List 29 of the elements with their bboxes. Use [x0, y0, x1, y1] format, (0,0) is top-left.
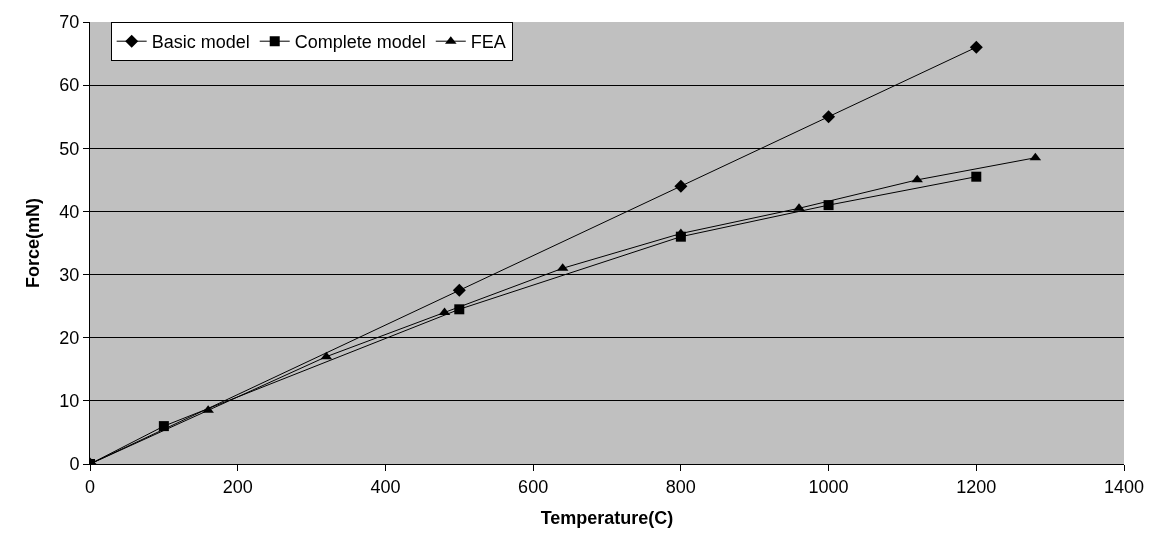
point: [674, 179, 688, 193]
point: [911, 174, 923, 183]
x-tick-label: 1400: [1103, 476, 1145, 497]
legend-label: Complete model: [294, 32, 426, 53]
y-tick-label: 40: [59, 201, 80, 222]
x-tick-label: 0: [84, 476, 96, 497]
y-axis-title: Force(mN): [22, 197, 43, 289]
y-tick-label: 60: [59, 75, 80, 96]
y-tick-label: 70: [59, 12, 80, 33]
point: [158, 421, 169, 432]
point: [971, 171, 982, 182]
y-tick-label: 20: [59, 328, 80, 349]
x-tick-label: 400: [370, 476, 401, 497]
y-tick-label: 0: [69, 454, 80, 475]
x-tick-label: 600: [518, 476, 549, 497]
point: [452, 283, 466, 297]
point: [822, 110, 836, 124]
point: [675, 228, 687, 237]
x-tick-label: 800: [665, 476, 696, 497]
legend-label: FEA: [470, 32, 506, 53]
x-axis-title: Temperature(C): [540, 507, 674, 528]
point: [969, 40, 983, 54]
y-tick-label: 50: [59, 138, 80, 159]
x-tick-label: 1200: [956, 476, 997, 497]
y-tick-label: 30: [59, 264, 80, 285]
x-tick-label: 200: [222, 476, 253, 497]
legend-label: Basic model: [151, 32, 250, 53]
x-tick-label: 1000: [808, 476, 849, 497]
y-tick-label: 10: [59, 391, 80, 412]
